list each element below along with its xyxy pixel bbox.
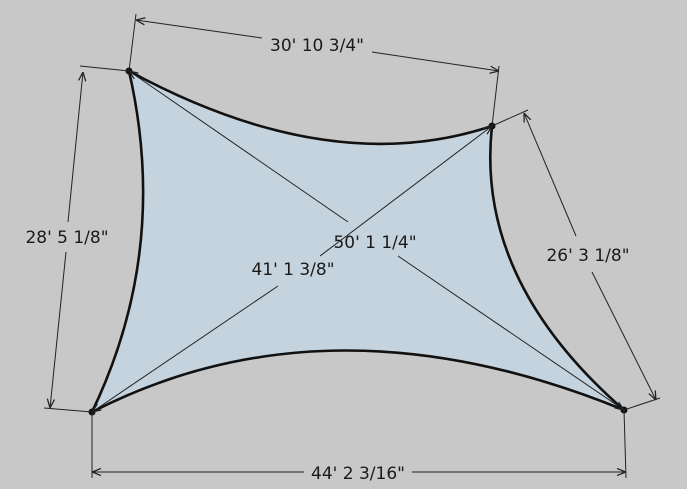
top-dimension-label: 30' 10 3/4" bbox=[270, 36, 364, 56]
right-dimension: 26' 3 1/8" bbox=[524, 113, 656, 400]
left-dimension: 28' 5 1/8" bbox=[20, 72, 116, 408]
diagonal-long-label: 50' 1 1/4" bbox=[333, 233, 416, 253]
bottom-dimension: 44' 2 3/16" bbox=[92, 462, 626, 484]
right-dimension-label: 26' 3 1/8" bbox=[546, 246, 629, 266]
sail-shape bbox=[90, 69, 626, 414]
diagonal-short-line bbox=[92, 126, 492, 412]
left-dimension-label: 28' 5 1/8" bbox=[25, 228, 108, 248]
extension-lines bbox=[43, 13, 661, 479]
bottom-dimension-label: 44' 2 3/16" bbox=[311, 464, 405, 484]
diagonal-long-line bbox=[129, 71, 624, 410]
top-dimension: 30' 10 3/4" bbox=[136, 20, 499, 71]
diagonal-short-label: 41' 1 3/8" bbox=[251, 260, 334, 280]
